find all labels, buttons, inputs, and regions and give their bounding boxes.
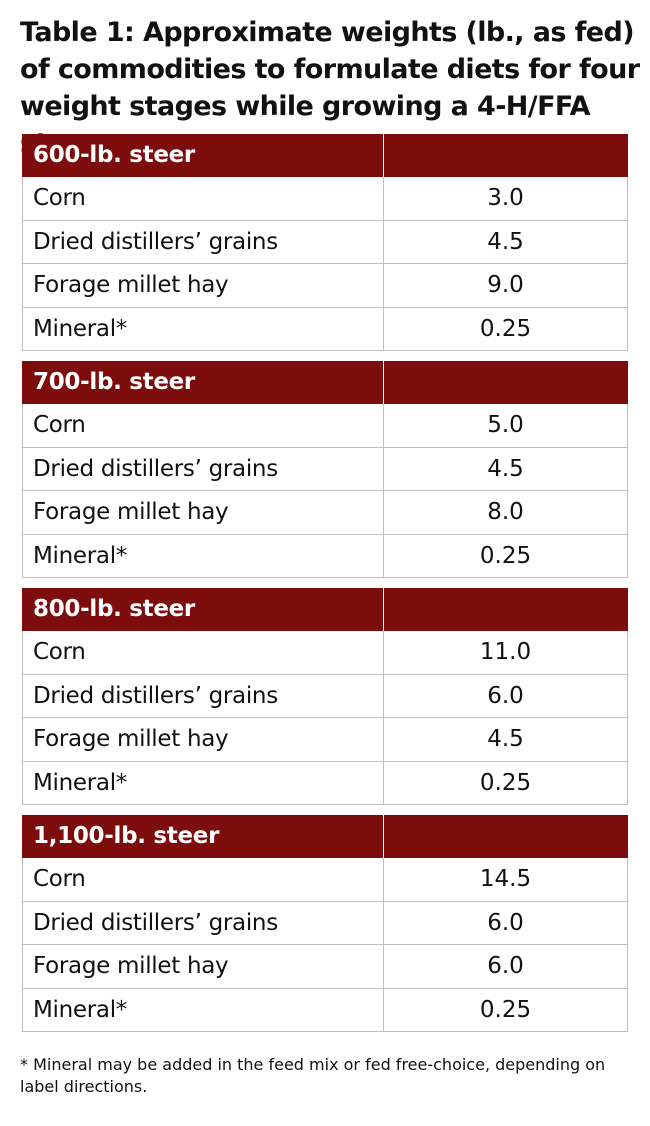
- commodity-name: Mineral*: [23, 534, 384, 577]
- section-header-blank: [384, 134, 628, 177]
- commodity-name: Dried distillers’ grains: [23, 447, 384, 490]
- commodity-name: Forage millet hay: [23, 718, 384, 761]
- commodity-name: Corn: [23, 631, 384, 674]
- commodity-name: Corn: [23, 404, 384, 447]
- section-header-label: 600-lb. steer: [22, 134, 384, 177]
- section-header-blank: [384, 588, 628, 631]
- table-row: Forage millet hay 9.0: [22, 264, 628, 308]
- section-700-lb-steer: 700-lb. steer Corn 5.0 Dried distillers’…: [22, 361, 628, 578]
- section-header: 700-lb. steer: [22, 361, 628, 404]
- commodity-weight: 14.5: [479, 866, 532, 892]
- commodity-weight: 6.0: [487, 909, 524, 936]
- section-header: 600-lb. steer: [22, 134, 628, 177]
- section-header-label: 1,100-lb. steer: [22, 815, 384, 858]
- commodity-weight: 6.0: [487, 953, 524, 979]
- section-header: 1,100-lb. steer: [22, 815, 628, 858]
- diet-table: 600-lb. steer Corn 3.0 Dried distillers’…: [22, 134, 628, 1032]
- commodity-weight: 3.0: [487, 185, 524, 211]
- commodity-weight: 4.5: [487, 455, 524, 482]
- commodity-weight: 6.0: [487, 682, 524, 709]
- commodity-name: Dried distillers’ grains: [23, 220, 384, 263]
- commodity-weight: 4.5: [487, 228, 524, 255]
- table-row: Mineral* 0.25: [22, 307, 628, 351]
- commodity-weight: 0.25: [479, 769, 532, 796]
- table-row: Corn 14.5: [22, 858, 628, 902]
- table-row: Dried distillers’ grains 6.0: [22, 901, 628, 945]
- commodity-name: Corn: [23, 177, 384, 220]
- commodity-weight: 0.25: [479, 542, 532, 569]
- table-row: Corn 11.0: [22, 631, 628, 675]
- section-1100-lb-steer: 1,100-lb. steer Corn 14.5 Dried distille…: [22, 815, 628, 1032]
- table-row: Dried distillers’ grains 4.5: [22, 447, 628, 491]
- section-800-lb-steer: 800-lb. steer Corn 11.0 Dried distillers…: [22, 588, 628, 805]
- commodity-name: Dried distillers’ grains: [23, 901, 384, 944]
- table-row: Forage millet hay 8.0: [22, 491, 628, 535]
- table-row: Forage millet hay 4.5: [22, 718, 628, 762]
- commodity-name: Mineral*: [23, 761, 384, 804]
- table-row: Dried distillers’ grains 6.0: [22, 674, 628, 718]
- section-header-label: 700-lb. steer: [22, 361, 384, 404]
- commodity-weight: 4.5: [487, 726, 524, 752]
- table-row: Forage millet hay 6.0: [22, 945, 628, 989]
- commodity-name: Forage millet hay: [23, 945, 384, 988]
- section-header-label: 800-lb. steer: [22, 588, 384, 631]
- commodity-name: Mineral*: [23, 307, 384, 350]
- commodity-weight: 0.25: [479, 315, 532, 342]
- commodity-weight: 11.0: [479, 639, 532, 665]
- commodity-name: Mineral*: [23, 988, 384, 1031]
- table-row: Corn 3.0: [22, 177, 628, 221]
- footnote: * Mineral may be added in the feed mix o…: [20, 1055, 606, 1096]
- commodity-weight: 8.0: [487, 499, 524, 525]
- commodity-weight: 5.0: [487, 412, 524, 438]
- commodity-name: Forage millet hay: [23, 264, 384, 307]
- table-row: Mineral* 0.25: [22, 761, 628, 805]
- table-row: Corn 5.0: [22, 404, 628, 448]
- section-header-blank: [384, 815, 628, 858]
- table-row: Mineral* 0.25: [22, 988, 628, 1032]
- commodity-weight: 0.25: [479, 996, 532, 1023]
- commodity-name: Corn: [23, 858, 384, 901]
- commodity-name: Forage millet hay: [23, 491, 384, 534]
- commodity-weight: 9.0: [487, 272, 524, 298]
- commodity-name: Dried distillers’ grains: [23, 674, 384, 717]
- table-row: Mineral* 0.25: [22, 534, 628, 578]
- section-600-lb-steer: 600-lb. steer Corn 3.0 Dried distillers’…: [22, 134, 628, 351]
- table-row: Dried distillers’ grains 4.5: [22, 220, 628, 264]
- section-header: 800-lb. steer: [22, 588, 628, 631]
- section-header-blank: [384, 361, 628, 404]
- table-title: Table 1: Approximate weights (lb., as fe…: [20, 17, 640, 159]
